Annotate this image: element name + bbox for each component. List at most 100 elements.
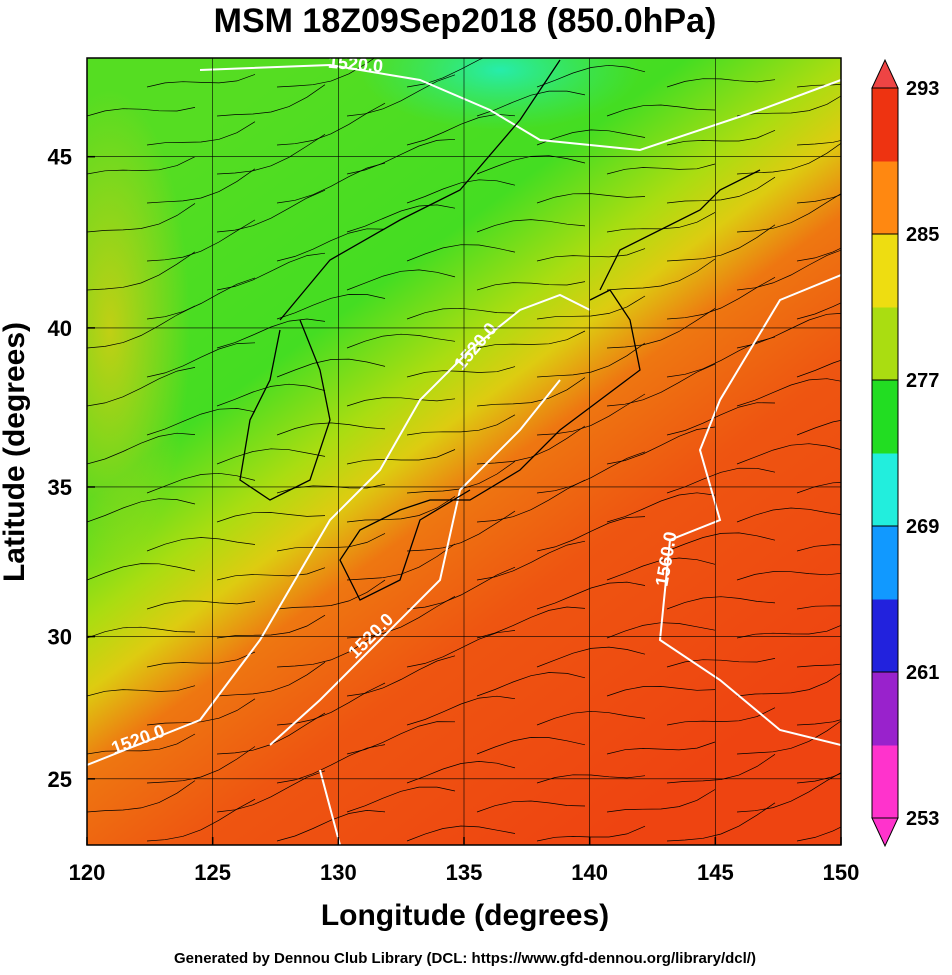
colorbar-segment — [872, 526, 898, 600]
streamline — [606, 557, 716, 581]
streamline — [346, 333, 456, 349]
colorbar-tick-label: 269 — [906, 516, 939, 538]
y-tick-label: 30 — [48, 625, 72, 650]
streamline — [216, 134, 326, 175]
streamline — [796, 194, 841, 204]
streamline — [216, 189, 326, 233]
streamline — [146, 798, 256, 842]
streamline — [476, 219, 586, 233]
streamline — [146, 698, 256, 726]
streamline — [736, 443, 841, 465]
streamline — [476, 281, 586, 291]
streamline — [536, 295, 646, 320]
streamline — [146, 74, 256, 88]
streamline — [87, 367, 196, 407]
streamline — [606, 686, 716, 697]
streamline — [406, 510, 516, 552]
streamline — [796, 719, 841, 726]
streamline — [216, 84, 326, 117]
streamline — [736, 571, 841, 581]
streamline — [796, 772, 841, 784]
streamline — [87, 156, 196, 175]
coastlines — [239, 59, 761, 601]
warm-area — [87, 90, 190, 570]
x-axis-label: Longitude (degrees) — [321, 899, 609, 932]
streamline — [87, 733, 196, 755]
streamline — [216, 252, 326, 291]
streamline — [736, 95, 841, 117]
colorbar-tick-label: 285 — [906, 224, 939, 246]
colorbar-segment — [872, 453, 898, 527]
y-tick-label: 35 — [48, 475, 72, 500]
streamline — [736, 378, 841, 407]
streamline — [796, 663, 841, 668]
streamline — [736, 193, 841, 233]
streamline — [406, 58, 485, 88]
streamline — [276, 294, 386, 320]
colorbar-segment — [872, 307, 898, 381]
colorbar: 253 261 269 277 285 293 — [871, 58, 939, 848]
streamline — [666, 596, 776, 610]
streamline — [87, 305, 196, 349]
streamline — [276, 102, 386, 146]
streamline — [536, 825, 646, 842]
x-tick-label: 120 — [69, 860, 106, 885]
streamline — [276, 579, 386, 610]
streamline — [406, 825, 516, 842]
streamline — [536, 393, 646, 436]
colorbar-segment — [872, 88, 898, 162]
streamline — [536, 129, 646, 146]
coastline — [339, 289, 641, 601]
streamline — [736, 249, 841, 291]
streamline — [406, 761, 516, 784]
streamline — [666, 754, 776, 784]
streamline — [406, 695, 516, 726]
streamline — [87, 251, 196, 291]
streamline — [87, 58, 89, 59]
streamline — [406, 414, 516, 436]
streamline — [736, 772, 841, 813]
colorbar-top-arrow — [871, 58, 899, 89]
streamline — [666, 707, 776, 726]
streamline — [346, 397, 456, 407]
coastline — [599, 169, 761, 291]
streamline — [666, 802, 776, 842]
streamline — [146, 277, 256, 320]
streamline — [346, 204, 456, 233]
streamline — [87, 498, 196, 523]
streamline — [406, 307, 516, 320]
streamline — [606, 104, 716, 117]
y-tick-label: 45 — [48, 145, 72, 170]
streamline — [606, 426, 716, 465]
streamline — [736, 507, 841, 523]
x-tick-label: 145 — [697, 860, 734, 885]
x-tick-label: 125 — [194, 860, 231, 885]
streamline — [276, 228, 386, 262]
colorbar-tick-label: 261 — [906, 662, 939, 684]
streamline — [796, 420, 841, 436]
streamline — [796, 826, 841, 842]
streamline — [736, 624, 841, 639]
streamline — [146, 651, 256, 668]
streamline — [216, 661, 326, 697]
streamline — [217, 58, 220, 59]
streamline — [476, 90, 586, 117]
streamline — [406, 244, 516, 262]
streamline — [606, 741, 716, 755]
streamline — [796, 140, 841, 146]
contour-line — [87, 293, 591, 766]
streamline — [536, 516, 646, 552]
contour-line — [319, 769, 341, 845]
streamline — [606, 363, 716, 407]
streamline — [87, 563, 196, 581]
streamline — [216, 614, 326, 639]
y-tick-label: 40 — [48, 316, 72, 341]
colorbar-tick-label: 253 — [906, 808, 939, 830]
streamline — [796, 544, 841, 552]
streamline — [606, 308, 716, 349]
colorbar-segment — [872, 672, 898, 746]
streamline — [406, 566, 516, 610]
streamline — [276, 744, 386, 784]
